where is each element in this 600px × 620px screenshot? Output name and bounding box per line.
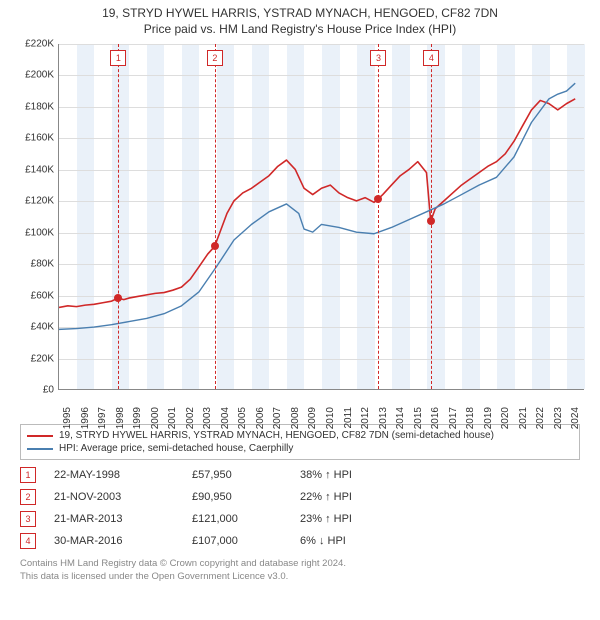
x-axis-label: 1997 [97,407,108,429]
y-axis-label: £180K [10,101,54,112]
footer-licence: This data is licensed under the Open Gov… [20,571,580,584]
legend: 19, STRYD HYWEL HARRIS, YSTRAD MYNACH, H… [20,424,580,460]
sale-point [427,217,435,225]
plot-area: 1 2 3 4 [58,44,584,390]
y-axis-label: £160K [10,133,54,144]
y-axis-label: £200K [10,70,54,81]
legend-item-hpi: HPI: Average price, semi-detached house,… [27,442,573,455]
x-axis-label: 2005 [237,407,248,429]
x-axis-label: 2012 [360,407,371,429]
marker-box: 2 [207,50,223,66]
x-axis-label: 2018 [465,407,476,429]
x-axis-label: 2022 [535,407,546,429]
y-axis-label: £220K [10,39,54,50]
sale-date: 22-MAY-1998 [54,469,174,481]
sale-pct: 38% ↑ HPI [300,469,410,481]
sale-index: 4 [20,533,36,549]
y-axis-label: £80K [10,259,54,270]
x-axis-label: 1996 [80,407,91,429]
x-axis-label: 2010 [325,407,336,429]
sale-pct: 23% ↑ HPI [300,513,410,525]
x-axis-label: 2011 [343,407,354,429]
title-address: 19, STRYD HYWEL HARRIS, YSTRAD MYNACH, H… [10,6,590,20]
x-axis-label: 2015 [413,407,424,429]
y-axis-label: £40K [10,322,54,333]
sale-price: £121,000 [192,513,282,525]
sale-pct: 6% ↓ HPI [300,535,410,547]
legend-swatch-property [27,435,53,437]
x-axis-label: 2004 [220,407,231,429]
marker-box: 1 [110,50,126,66]
sale-price: £90,950 [192,491,282,503]
sale-date: 21-NOV-2003 [54,491,174,503]
x-axis-label: 2001 [167,407,178,429]
marker-box: 3 [370,50,386,66]
y-axis-label: £120K [10,196,54,207]
x-axis-label: 1998 [115,407,126,429]
sale-price: £57,950 [192,469,282,481]
x-axis-label: 2017 [448,407,459,429]
legend-item-property: 19, STRYD HYWEL HARRIS, YSTRAD MYNACH, H… [27,429,573,442]
sale-date: 21-MAR-2013 [54,513,174,525]
table-row: 4 30-MAR-2016 £107,000 6% ↓ HPI [20,530,580,552]
x-axis-label: 2020 [500,407,511,429]
legend-label-hpi: HPI: Average price, semi-detached house,… [59,443,293,454]
table-row: 1 22-MAY-1998 £57,950 38% ↑ HPI [20,464,580,486]
marker-box: 4 [423,50,439,66]
titles: 19, STRYD HYWEL HARRIS, YSTRAD MYNACH, H… [0,0,600,38]
sale-date: 30-MAR-2016 [54,535,174,547]
x-axis-label: 2000 [150,407,161,429]
x-axis-label: 2008 [290,407,301,429]
legend-swatch-hpi [27,448,53,450]
sale-pct: 22% ↑ HPI [300,491,410,503]
x-axis-label: 2021 [518,407,529,429]
y-axis-label: £20K [10,353,54,364]
x-axis-label: 2013 [378,407,389,429]
sales-table: 1 22-MAY-1998 £57,950 38% ↑ HPI 2 21-NOV… [20,464,580,552]
y-axis-label: £60K [10,290,54,301]
legend-label-property: 19, STRYD HYWEL HARRIS, YSTRAD MYNACH, H… [59,430,494,441]
chart: 1 2 3 4 £0 £20K £40K £60K £80K £100K £120K £140K £1… [10,38,590,418]
x-axis-label: 2006 [255,407,266,429]
x-axis-label: 1999 [132,407,143,429]
chart-container: 19, STRYD HYWEL HARRIS, YSTRAD MYNACH, H… [0,0,600,584]
y-axis-label: £0 [10,385,54,396]
x-axis-label: 2007 [272,407,283,429]
chart-lines [59,44,584,389]
x-axis-label: 2019 [483,407,494,429]
sale-point [374,195,382,203]
x-axis-label: 2014 [395,407,406,429]
table-row: 3 21-MAR-2013 £121,000 23% ↑ HPI [20,508,580,530]
table-row: 2 21-NOV-2003 £90,950 22% ↑ HPI [20,486,580,508]
title-subtitle: Price paid vs. HM Land Registry's House … [10,22,590,36]
x-axis-label: 2024 [570,407,581,429]
footer-copyright: Contains HM Land Registry data © Crown c… [20,558,580,571]
sale-price: £107,000 [192,535,282,547]
y-axis-label: £140K [10,164,54,175]
footer: Contains HM Land Registry data © Crown c… [20,558,580,584]
sale-point [211,242,219,250]
x-axis-label: 2002 [185,407,196,429]
x-axis-label: 1995 [62,407,73,429]
x-axis-label: 2016 [430,407,441,429]
sale-index: 2 [20,489,36,505]
sale-index: 3 [20,511,36,527]
x-axis-label: 2009 [307,407,318,429]
y-axis-label: £100K [10,227,54,238]
sale-point [114,294,122,302]
x-axis-label: 2003 [202,407,213,429]
x-axis-label: 2023 [553,407,564,429]
sale-index: 1 [20,467,36,483]
